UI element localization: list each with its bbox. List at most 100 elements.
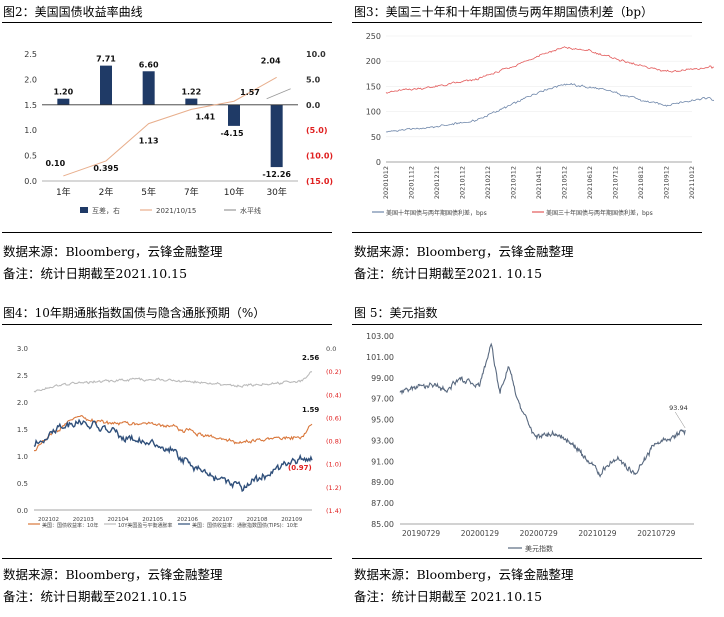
fig3-y-tick: 200 [366,57,381,66]
fig5-title-rule [352,324,702,325]
fig5-source: 数据来源：Bloomberg，云锋金融整理 [354,567,574,582]
fig3-x-tick: 20210412 [535,166,543,199]
fig2-legend-label: 2021/10/15 [156,207,196,215]
fig3-legend-label: 美国十年国债与两年期国债利差，bps [386,209,487,217]
fig5-y-tick: 89.00 [371,478,394,487]
fig3-end-label: 117.39 [714,109,715,115]
fig3-x-tick: 20201012 [382,166,390,199]
fig3-x-tick: 20210512 [561,166,569,199]
fig4-x-tick: 202103 [73,517,94,523]
fig5-x-tick: 20210129 [578,529,616,538]
fig2-title-rule [2,22,332,23]
fig5-legend-label: 美元指数 [525,544,553,553]
fig4-panel: 图4：10年期通胀指数国债与隐含通胀预期（%） 3.0 2.5 2.0 1.5 1.0 0… [0,300,362,617]
fig4-x-tick: 202109 [281,517,302,523]
fig2-left-tick: 2.0 [24,75,37,84]
fig3-series-line [385,46,714,94]
fig4-source: 数据来源：Bloomberg，云锋金融整理 [3,567,223,582]
fig2-yield-line [63,76,277,177]
fig3-x-tick: 20210212 [484,166,492,199]
fig2-bar-label: -12.26 [262,170,291,179]
fig2-bar [185,98,198,105]
fig2-category-label: 30年 [266,186,286,198]
fig3-y-tick: 250 [366,32,381,41]
fig2-bar-label: 1.20 [53,88,73,97]
fig2-category-label: 5年 [141,186,156,198]
fig3-y-tick: 50 [371,133,381,142]
fig2-bar-label: 7.71 [96,55,116,64]
fig4-left-tick: 0.5 [17,480,28,488]
fig4-series-line [33,371,313,393]
fig5-y-tick: 95.00 [371,416,394,425]
fig4-bottom-rule [2,558,332,559]
fig2-right-tick: (10.0) [306,152,333,161]
fig5-y-tick: 87.00 [371,499,394,508]
fig2-left-tick: 1.0 [24,126,37,135]
fig4-series-line [33,415,313,452]
fig3-legend-label: 美国三十年国债与两年期国债利差，bps [546,209,653,217]
fig4-right-tick: (1.0) [326,461,341,469]
fig2-yield-label: 0.10 [45,159,65,168]
fig4-chart: 3.0 2.5 2.0 1.5 1.0 0.5 0.0 0.0 (0.2) (0.4) (0.6) (… [17,345,342,529]
fig5-end-label: 93.94 [669,404,688,412]
fig3-series-line [385,82,714,133]
fig4-left-tick: 1.5 [17,426,28,434]
fig2-bottom-rule [2,232,332,233]
fig2-bar-label: 6.60 [139,60,159,69]
fig4-right-tick: (0.6) [326,414,341,422]
fig2-source: 数据来源：Bloomberg，云锋金融整理 [3,244,223,259]
fig5-y-tick: 101.00 [366,353,394,362]
fig4-end-label: 1.59 [302,406,319,414]
fig2-yield-label: 1.57 [240,88,260,97]
fig3-y-tick: 100 [366,108,381,117]
fig4-right-tick: (0.8) [326,438,341,446]
fig5-note: 备注：统计日期截至 2021.10.15 [354,589,543,604]
fig5-x-tick: 20200729 [520,529,558,538]
fig4-legend-label: 10Y美国盈亏平衡通胀率 [118,522,172,529]
fig4-left-tick: 0.0 [17,507,28,515]
fig2-left-tick: 0.0 [24,177,37,186]
fig3-y-tick: 0 [376,158,381,167]
fig5-x-tick: 20210729 [637,529,675,538]
fig3-title-rule [352,22,702,23]
fig3-x-tick: 20210312 [510,166,518,199]
fig4-legend-label: 美国：国债收益率：通胀指数国债(TIPS)：10年 [192,522,298,529]
fig4-x-tick: 202104 [108,517,129,523]
fig5-end-leader [674,411,686,429]
fig3-x-tick: 20210612 [586,166,594,199]
fig2-note: 备注：统计日期截至2021.10.15 [3,266,188,281]
fig2-legend-label: 互差，右 [92,206,120,215]
fig4-x-tick: 202105 [142,517,163,523]
fig5-panel: 图 5：美元指数 103.00 101.00 99.00 97.00 95.00 93.0… [352,300,724,617]
fig5-series-line [399,342,686,478]
fig2-bar [270,104,283,168]
fig3-note: 备注：统计日期截至2021. 10.15 [354,266,543,281]
fig4-left-tick: 2.5 [17,372,28,380]
fig3-title: 图3：美国三十年和十年期国债与两年期国债利差（bp） [354,5,654,19]
fig5-y-tick: 93.00 [371,436,394,445]
fig4-x-tick: 202107 [212,517,233,523]
fig2-category-label: 2年 [99,186,114,198]
fig2-bar-label: -4.15 [220,129,243,138]
fig2-right-tick: (5.0) [306,126,327,135]
fig2-yield-label: 0.395 [93,164,119,173]
fig3-end-label: 184.85 [714,47,715,53]
fig3-bottom-rule [352,232,702,233]
fig3-source: 数据来源：Bloomberg，云锋金融整理 [354,244,574,259]
fig2-yield-label: 2.04 [261,56,281,65]
fig2-panel: 图2：美国国债收益率曲线 2.5 2.0 1.5 1.0 0.5 0.0 10.0 5.0 0.… [0,0,362,290]
fig3-x-tick: 20210812 [637,166,645,199]
fig4-left-tick: 1.0 [17,453,28,461]
fig3-x-tick: 20201212 [433,166,441,199]
fig5-x-tick: 20200129 [461,529,499,538]
fig2-left-tick: 2.5 [24,50,37,59]
fig5-y-tick: 85.00 [371,520,394,529]
fig4-right-tick: (0.2) [326,368,341,376]
fig2-yield-label: 1.13 [139,137,159,146]
fig2-bar [142,71,155,105]
fig5-title: 图 5：美元指数 [354,306,438,320]
fig4-x-tick: 202106 [177,517,198,523]
fig3-panel: 图3：美国三十年和十年期国债与两年期国债利差（bp） 250 200 150 100 5… [352,0,724,290]
fig3-x-tick: 20201112 [408,166,416,199]
